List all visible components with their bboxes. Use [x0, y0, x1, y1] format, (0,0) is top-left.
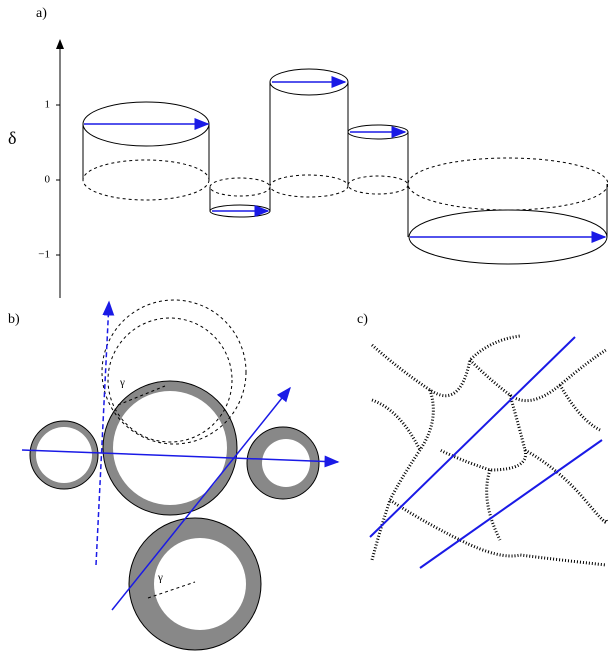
angle-label: γ [157, 572, 163, 584]
fit-lines [369, 336, 603, 569]
tick-label: −1 [38, 249, 50, 261]
panel-c [370, 334, 608, 567]
tick-label: 0 [45, 174, 51, 186]
panel-b [21, 299, 340, 651]
panel-label: c) [357, 312, 368, 327]
panel-label: b) [8, 312, 20, 327]
angle-label: γ [119, 377, 125, 389]
axis-label: δ [8, 128, 16, 148]
panel-label: a) [36, 6, 47, 21]
tick-label: 1 [45, 99, 51, 111]
panel-a [56, 39, 608, 298]
